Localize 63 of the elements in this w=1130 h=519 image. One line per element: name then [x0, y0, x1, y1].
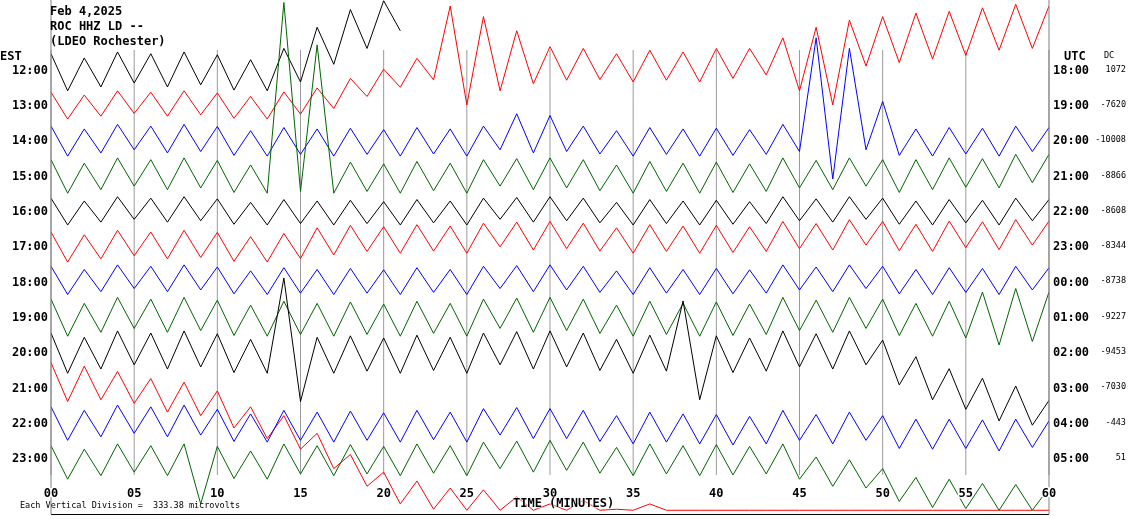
y2-axis-title: UTC: [1064, 49, 1086, 63]
line-series: [51, 0, 401, 92]
text: -8738: [1100, 275, 1126, 286]
x-tick-label: 25: [459, 485, 475, 500]
y2-tick-label: 20:00: [1052, 133, 1090, 148]
y-tick-label: 16:00: [11, 204, 49, 219]
x-tick-label: 35: [625, 485, 641, 500]
line-series: [51, 264, 1049, 296]
x-tick-label: 45: [792, 485, 807, 500]
y2-tick-label: 00:00: [1052, 274, 1090, 289]
y-tick-label: 15:00: [11, 168, 49, 183]
line-series: [51, 288, 1049, 346]
line-series: [51, 3, 1049, 120]
text: -8608: [1100, 204, 1126, 215]
text: -7030: [1100, 381, 1126, 392]
line-series: [51, 404, 1049, 452]
y2-tick-label: 23:00: [1052, 239, 1090, 254]
x-tick-label: 15: [293, 485, 308, 500]
line-series: [51, 37, 1049, 180]
text: DC: [1104, 50, 1115, 60]
text: 51: [1115, 452, 1126, 463]
text: -9453: [1100, 346, 1126, 357]
y2-tick-label: 05:00: [1052, 451, 1090, 466]
y-tick-label: 17:00: [11, 239, 49, 254]
line-series: [51, 196, 1049, 226]
y-tick-label: 22:00: [11, 415, 49, 430]
y2-tick-label: 22:00: [1052, 204, 1090, 219]
y2-tick-label: 21:00: [1052, 168, 1090, 183]
y2-tick-label: 18:00: [1052, 62, 1090, 77]
text: ROC HHZ LD -- (LDEO Rochester): [50, 19, 166, 48]
text: -8344: [1100, 240, 1126, 251]
y-tick-label: 14:00: [11, 133, 49, 148]
line-series: [51, 2, 1049, 194]
text: -9227: [1100, 310, 1126, 321]
text: -8866: [1100, 169, 1126, 180]
chart-title: Feb 4,2025: [50, 4, 123, 18]
x-tick-label: 55: [958, 485, 974, 500]
y2-tick-label: 02:00: [1052, 345, 1090, 360]
y2-tick-label: 03:00: [1052, 380, 1090, 395]
text: -10008: [1095, 134, 1126, 145]
y-tick-label: 20:00: [11, 345, 49, 360]
y-axis-title: EST: [0, 49, 22, 63]
text: -7620: [1100, 98, 1126, 109]
y-tick-label: 23:00: [11, 451, 49, 466]
y2-tick-label: 01:00: [1052, 310, 1090, 325]
y-tick-label: 13:00: [11, 98, 49, 113]
y2-tick-label: 04:00: [1052, 415, 1090, 430]
text: 1072: [1105, 63, 1126, 74]
text: -443: [1105, 416, 1126, 427]
annotation: Each Vertical Division = 333.38 microvolts: [20, 500, 241, 510]
y2-tick-label: 19:00: [1052, 98, 1090, 113]
x-tick-label: 50: [875, 485, 890, 500]
x-tick-label: 10: [210, 485, 225, 500]
x-tick-label: 20: [376, 485, 391, 500]
x-tick-label: 40: [709, 485, 724, 500]
line-series: [51, 219, 1049, 263]
x-tick-label: 05: [126, 485, 142, 500]
x-tick-label: 00: [43, 485, 59, 500]
y-tick-label: 19:00: [11, 310, 49, 325]
y-tick-label: 12:00: [11, 62, 49, 77]
y-tick-label: 21:00: [11, 380, 49, 395]
y-tick-label: 18:00: [11, 274, 49, 289]
line-series: [51, 277, 1049, 426]
